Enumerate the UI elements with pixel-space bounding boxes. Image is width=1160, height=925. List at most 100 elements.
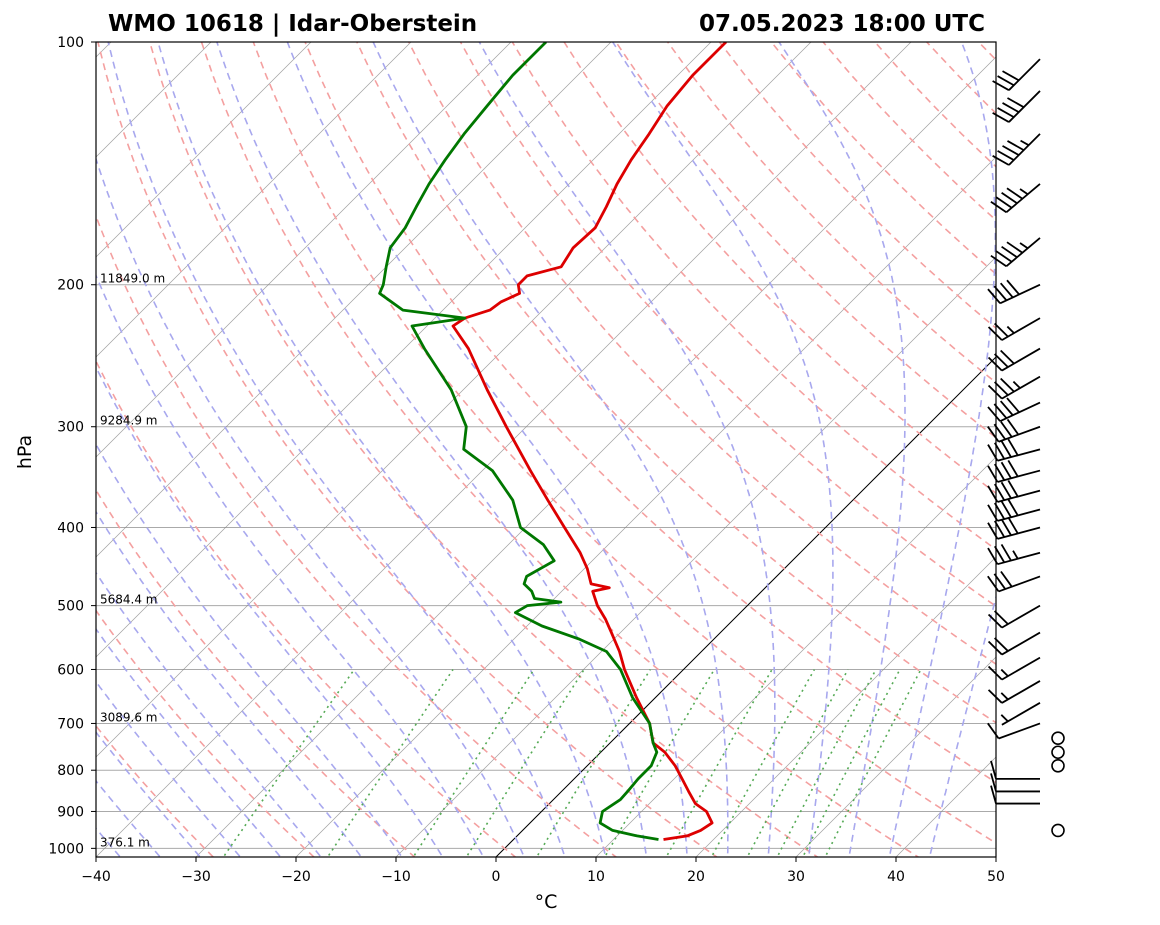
isotherm-line [96,42,612,558]
wind-barb [987,438,1041,462]
wind-barb-flag [995,250,1013,263]
moist-adiabat-line [96,442,403,857]
plot-series [378,42,727,841]
wind-barb-staff [998,575,1041,593]
moist-adiabat-line [96,510,363,857]
wind-barb-staff [1001,656,1041,681]
wind-barb-staff [1001,702,1041,726]
dry-adiabat-line [200,42,920,857]
y-tick-label: 700 [57,716,84,732]
wind-barb [987,631,1041,656]
wind-barb-half-flag [1000,668,1009,677]
dry-adiabat-line [977,42,996,61]
x-tick-label: 30 [787,869,805,885]
mixing-ratio-line [412,669,535,857]
wind-barb [987,279,1041,305]
wind-barb [987,722,1041,740]
wind-barb-flag [987,522,999,540]
wind-barb-flag [993,423,1006,440]
wind-barb-flag [1006,418,1020,436]
y-tick-label: 200 [57,278,84,294]
wind-barb [990,760,1040,780]
mixing-ratio-line [465,669,585,857]
chart-title-station: WMO 10618 | Idar-Oberstein [108,11,477,37]
wind-barb [990,183,1041,214]
wind-barb [990,773,1040,793]
wind-barb-flag [990,773,997,792]
wind-barb-staff [999,401,1041,422]
wind-barb-staff [1001,375,1041,400]
wind-barb-flag [987,426,1000,443]
wind-barb-flag [1007,479,1019,497]
wind-barb [987,544,1041,566]
wind-barb [987,317,1041,341]
wind-barb [1000,702,1041,726]
moist-adiabat-line [107,42,566,857]
wind-barb-half-flag [1012,380,1021,389]
wind-barb-flag [1001,191,1018,205]
calm-wind-circle [1051,823,1065,838]
wind-barb-flag [997,150,1015,161]
mixing-ratio-line [222,669,355,857]
wind-barb-flag [1006,187,1023,200]
height-label: 11849.0 m [100,272,165,286]
wind-barb-flag [987,722,1000,740]
wind-barb [990,237,1041,267]
wind-barb-half-flag [1019,188,1029,196]
wind-barb-staff [1008,133,1041,166]
moist-adiabat-line [96,779,162,857]
wind-barb-flag [993,545,1006,563]
wind-barb-flag [993,442,1006,460]
wind-barb-staff [997,551,1041,566]
wind-barb-flag [1000,349,1015,365]
wind-barb-flag [993,637,1009,652]
wind-barb-flag [999,400,1014,416]
wind-barb-flag [987,444,999,462]
wind-barb-flag [1000,440,1012,458]
wind-barb-flag [987,465,999,483]
wind-barb-flag [987,288,1001,304]
dry-adiabat-line [97,42,719,857]
height-label: 9284.9 m [100,414,158,428]
wind-barb-flag [999,282,1014,298]
wind-barb-flag [1000,500,1012,518]
dry-adiabat-line [96,359,517,857]
wind-barb-flag [1007,516,1019,534]
wind-barbs [987,58,1065,838]
dry-adiabat-line [148,42,819,857]
dry-adiabat-line [96,488,416,857]
wind-barb-flag [1000,421,1013,438]
isotherm-line [96,42,912,857]
wind-barb-flag [993,502,1006,520]
wind-barb-half-flag [1006,325,1015,334]
mixing-ratio-line [824,669,922,857]
dry-adiabat-line [615,42,996,439]
x-tick-label: −30 [181,869,211,885]
x-tick-label: −40 [81,869,111,885]
y-tick-label: 100 [57,35,84,51]
wind-barb-staff [997,526,1041,540]
moist-adiabat-line [96,365,444,857]
moist-adiabat-line [96,273,485,857]
wind-barb-half-flag [1000,692,1009,701]
moist-adiabat-line [372,42,729,857]
wind-barb-half-flag [1019,242,1029,250]
wind-barb-flag [987,547,999,565]
mixing-ratio-line [801,669,901,857]
dry-adiabat-line [459,42,996,608]
wind-barb-staff [1001,631,1041,656]
wind-barb-staff [1001,604,1041,629]
isotherm-line [595,456,996,857]
isotherm-line [695,556,996,857]
dry-adiabat-line [96,214,618,857]
zero-isotherm-line [495,356,996,857]
isotherm-line [96,42,312,258]
dry-adiabat-line [926,42,996,115]
y-axis-ticks: 1000 900 800 700 600 500 400 300 200 100 [48,35,96,857]
isotherm-line [0,42,11,857]
wind-barb-flag [1000,518,1012,536]
wind-barb-flag [1006,279,1020,296]
wind-barb-flag [993,322,1009,338]
wind-barb-staff [1001,680,1041,704]
mixing-ratio-line [776,669,877,857]
